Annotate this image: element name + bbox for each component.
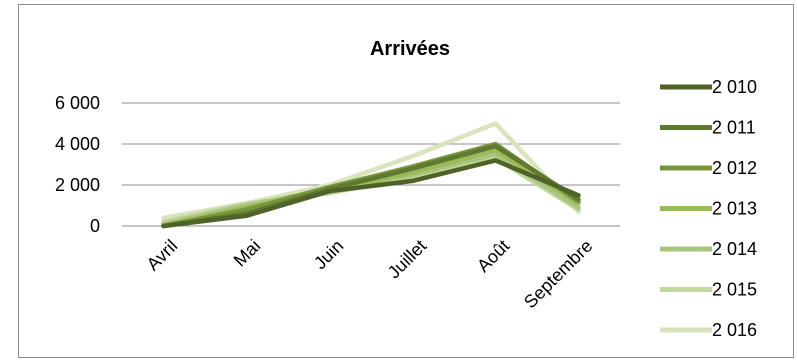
grid-layer: [122, 102, 620, 227]
x-tick-label: Septembre: [520, 236, 596, 312]
legend-label: 2 015: [712, 280, 757, 300]
x-tick-label: Août: [473, 236, 513, 276]
legend-label: 2 013: [712, 199, 757, 219]
y-tick-label: 2 000: [55, 175, 100, 195]
series-line-0: [161, 158, 581, 229]
x-tick-label: Avril: [143, 236, 182, 275]
legend-label: 2 010: [712, 77, 757, 97]
y-tick-labels: 0 2 000 4 000 6 000: [55, 93, 100, 236]
x-tick-label: Mai: [230, 236, 265, 271]
legend-label: 2 012: [712, 158, 757, 178]
x-tick-label: Juillet: [384, 236, 431, 283]
y-tick-label: 6 000: [55, 93, 100, 113]
y-tick-label: 0: [90, 216, 100, 236]
x-tick-label: Juin: [310, 236, 347, 273]
y-tick-label: 4 000: [55, 134, 100, 154]
legend-label: 2 014: [712, 239, 757, 259]
legend-label: 2 016: [712, 320, 757, 340]
chart-title: Arrivées: [369, 38, 451, 60]
legend: 2 010 2 011 2 012 2 013 2 014 2 015 2 016: [660, 77, 757, 340]
legend-label: 2 011: [712, 118, 756, 138]
series-layer: [161, 121, 581, 229]
x-tick-labels: Avril Mai Juin Juillet Août Septembre: [143, 236, 597, 312]
